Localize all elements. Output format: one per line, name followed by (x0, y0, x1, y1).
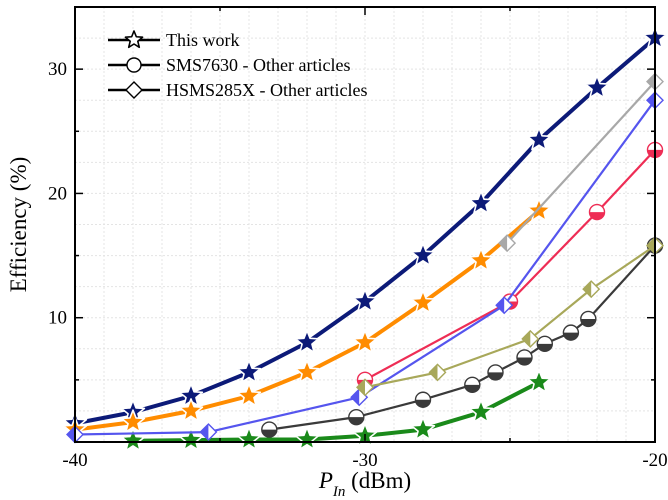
star-marker (526, 369, 552, 393)
star-marker (410, 242, 436, 267)
circle-marker-fill (563, 332, 579, 341)
diamond-marker-fill (647, 237, 655, 254)
series-5 (66, 91, 664, 444)
y-tick-label: 30 (48, 59, 67, 80)
x-tick-label: -40 (62, 450, 87, 471)
x-axis-title-main: P (318, 468, 333, 493)
legend-label: SMS7630 - Other articles (166, 55, 350, 75)
series-line (269, 244, 656, 431)
star-marker (236, 383, 262, 407)
series-line (364, 149, 656, 381)
star-marker (468, 247, 494, 272)
star-marker (178, 398, 204, 422)
circle-marker-fill (537, 343, 553, 352)
circle-marker-fill (464, 384, 480, 393)
circle-marker-fill (580, 318, 596, 327)
diamond-marker-fill (583, 281, 592, 298)
x-tick-label: -20 (642, 450, 667, 471)
star-marker (410, 290, 436, 314)
diamond-marker-fill (499, 235, 508, 252)
diamond-marker-fill (429, 364, 438, 381)
star-marker (294, 329, 320, 354)
star-marker (352, 288, 378, 313)
diamond-marker-fill (67, 426, 75, 443)
circle-marker-fill (261, 429, 277, 438)
star-marker (526, 127, 552, 151)
y-tick-label: 10 (48, 308, 67, 329)
star-marker (236, 359, 262, 383)
series-2 (120, 369, 552, 452)
circle-marker-fill (415, 399, 431, 408)
diamond-marker-fill (647, 73, 655, 90)
legend-item: This work (108, 30, 240, 50)
circle-marker-fill (517, 357, 532, 365)
series-3 (261, 237, 664, 438)
circle-marker-fill (589, 212, 605, 220)
legend-label: This work (166, 30, 240, 50)
circle-marker-fill (488, 372, 504, 380)
legend-item: HSMS285X - Other articles (108, 80, 367, 100)
star-marker (120, 409, 146, 433)
star-marker (410, 416, 436, 441)
star-marker (178, 427, 204, 451)
circle-marker-fill (348, 417, 364, 425)
diamond-marker-fill (200, 424, 209, 441)
legend-circle-marker (126, 57, 142, 73)
diamond-marker-fill (351, 389, 360, 406)
diamond-marker-fill (522, 330, 531, 347)
star-marker (236, 426, 262, 451)
star-marker (468, 190, 494, 214)
series-layer (62, 25, 668, 452)
diamond-marker-fill (647, 92, 655, 109)
star-marker (468, 399, 494, 423)
diamond-marker-fill (357, 379, 365, 396)
series-line (506, 80, 656, 244)
star-marker (294, 359, 320, 383)
series-line (132, 380, 540, 443)
legend-diamond-marker (125, 81, 143, 99)
star-marker (584, 74, 610, 99)
diamond-marker-fill (496, 297, 505, 314)
star-marker (352, 329, 378, 354)
legend-item: SMS7630 - Other articles (108, 55, 350, 75)
star-marker (120, 427, 146, 452)
axis-ticks (74, 6, 656, 442)
star-marker (294, 426, 320, 451)
y-tick-label: 20 (48, 183, 67, 204)
x-axis-title-subscript: In (332, 484, 346, 500)
legend-label: HSMS285X - Other articles (166, 80, 367, 100)
legend: This work SMS7630 - Other articles HSMS285… (108, 30, 367, 100)
x-axis-title-unit: (dBm) (345, 468, 411, 493)
tick-labels: -40 -30 -20 10 20 30 (48, 59, 668, 471)
legend-star-marker (124, 30, 144, 49)
x-axis-title: PIn (dBm) (318, 468, 411, 500)
y-axis-title: Efficiency (%) (6, 157, 31, 293)
x-tick-label: -30 (352, 450, 377, 471)
